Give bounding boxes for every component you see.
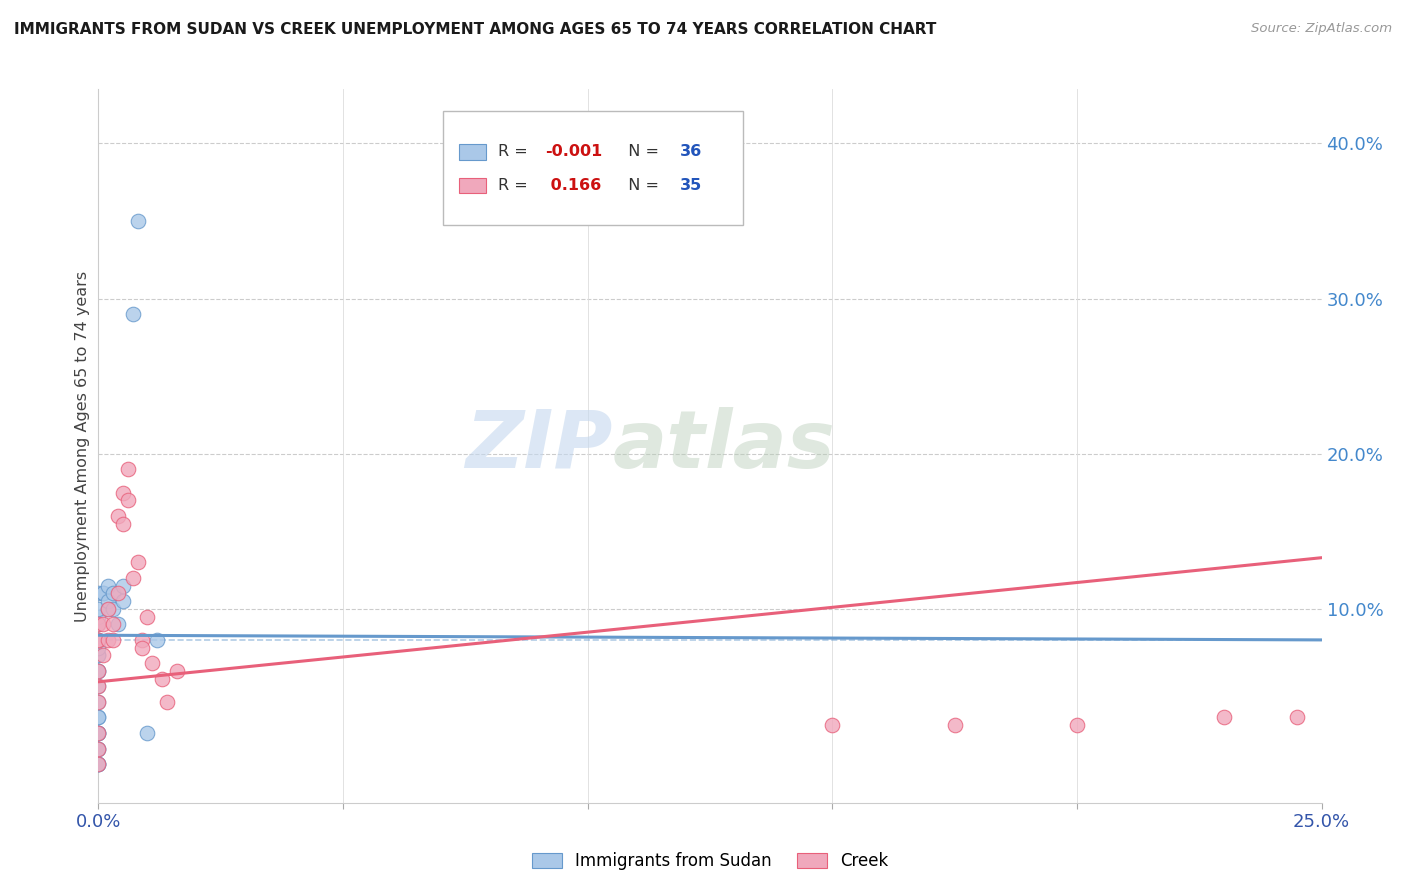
Point xyxy=(87,741,110,756)
Point xyxy=(87,648,110,663)
Point xyxy=(101,632,124,647)
Point xyxy=(87,632,110,647)
Point xyxy=(131,640,153,655)
Point xyxy=(117,462,139,476)
Text: 35: 35 xyxy=(679,178,702,193)
Point xyxy=(87,726,110,740)
Point xyxy=(87,664,110,678)
Point xyxy=(943,718,966,732)
Point xyxy=(111,485,134,500)
Text: 36: 36 xyxy=(679,145,702,160)
Point xyxy=(1066,718,1088,732)
Point xyxy=(141,656,163,670)
Point xyxy=(131,632,153,647)
Point xyxy=(87,741,110,756)
Point xyxy=(136,609,159,624)
Point xyxy=(87,680,110,694)
Point xyxy=(87,710,110,724)
Point xyxy=(87,695,110,709)
Point xyxy=(87,680,110,694)
Text: Source: ZipAtlas.com: Source: ZipAtlas.com xyxy=(1251,22,1392,36)
Point xyxy=(87,648,110,663)
Point xyxy=(87,632,110,647)
Point xyxy=(107,508,129,523)
Point xyxy=(87,617,110,632)
Point xyxy=(111,594,134,608)
Point xyxy=(91,586,114,600)
Point xyxy=(166,664,188,678)
Point xyxy=(127,214,149,228)
Point xyxy=(87,726,110,740)
Point xyxy=(121,571,143,585)
Point xyxy=(117,493,139,508)
Text: IMMIGRANTS FROM SUDAN VS CREEK UNEMPLOYMENT AMONG AGES 65 TO 74 YEARS CORRELATIO: IMMIGRANTS FROM SUDAN VS CREEK UNEMPLOYM… xyxy=(14,22,936,37)
Point xyxy=(87,640,110,655)
Point xyxy=(87,741,110,756)
FancyBboxPatch shape xyxy=(443,111,742,225)
FancyBboxPatch shape xyxy=(460,178,486,194)
Point xyxy=(87,757,110,772)
Point xyxy=(156,695,179,709)
Text: atlas: atlas xyxy=(612,407,835,485)
Point xyxy=(97,594,120,608)
Point xyxy=(150,672,173,686)
Point xyxy=(87,726,110,740)
Point xyxy=(91,648,114,663)
Point xyxy=(87,602,110,616)
Point xyxy=(91,617,114,632)
Point xyxy=(87,757,110,772)
Text: R =: R = xyxy=(498,178,533,193)
Point xyxy=(1212,710,1234,724)
Point xyxy=(87,726,110,740)
Point xyxy=(127,555,149,569)
Point xyxy=(87,710,110,724)
Text: -0.001: -0.001 xyxy=(546,145,602,160)
Point xyxy=(87,632,110,647)
Legend: Immigrants from Sudan, Creek: Immigrants from Sudan, Creek xyxy=(524,846,896,877)
Point xyxy=(107,586,129,600)
Point xyxy=(1286,710,1309,724)
Point xyxy=(821,718,844,732)
Point xyxy=(87,695,110,709)
Point xyxy=(97,632,120,647)
Point xyxy=(136,726,159,740)
Text: 0.166: 0.166 xyxy=(546,178,602,193)
Text: R =: R = xyxy=(498,145,533,160)
Text: N =: N = xyxy=(619,178,665,193)
Point xyxy=(97,602,120,616)
Point xyxy=(101,602,124,616)
Point xyxy=(87,664,110,678)
Point xyxy=(111,579,134,593)
Point xyxy=(97,579,120,593)
Point xyxy=(87,617,110,632)
Point xyxy=(87,609,110,624)
Point xyxy=(107,617,129,632)
Point xyxy=(146,632,169,647)
Point xyxy=(91,586,114,600)
Point xyxy=(97,602,120,616)
Point xyxy=(121,307,143,321)
FancyBboxPatch shape xyxy=(460,145,486,160)
Y-axis label: Unemployment Among Ages 65 to 74 years: Unemployment Among Ages 65 to 74 years xyxy=(75,270,90,622)
Point xyxy=(111,516,134,531)
Point xyxy=(87,586,110,600)
Text: ZIP: ZIP xyxy=(465,407,612,485)
Point xyxy=(101,617,124,632)
Point xyxy=(87,664,110,678)
Point xyxy=(101,586,124,600)
Text: N =: N = xyxy=(619,145,665,160)
Point xyxy=(87,757,110,772)
Point xyxy=(87,757,110,772)
